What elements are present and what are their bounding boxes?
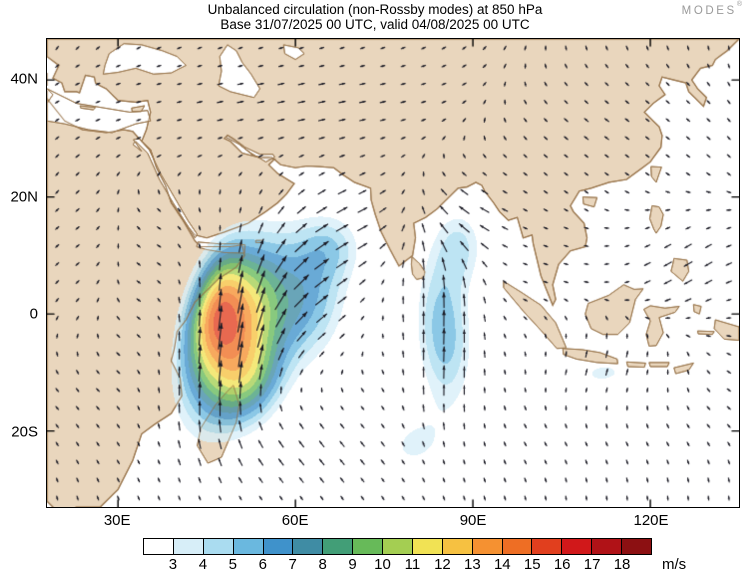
colorbar-cell (472, 539, 503, 554)
colorbar-cell (562, 539, 593, 554)
x-tick-label: 30E (103, 512, 131, 529)
colorbar-cell (323, 539, 354, 554)
colorbar-tick-label: 9 (348, 556, 357, 573)
y-tick-label: 20S (11, 423, 38, 441)
x-axis-labels: 30E 60E 90E 120E (46, 508, 740, 534)
colorbar-cell (144, 539, 174, 554)
colorbar-cell (173, 539, 204, 554)
colorbar-tick-label: 14 (493, 556, 511, 573)
x-tick-label: 120E (633, 512, 669, 529)
y-tick-label: 20N (10, 188, 38, 206)
modes-logo-text: MODES (681, 4, 737, 17)
y-tick-label: 40N (10, 70, 38, 88)
colorbar-tick-label: 16 (553, 556, 571, 573)
plot-frame (46, 38, 740, 508)
colorbar (143, 538, 652, 555)
colorbar-tick-label: 13 (464, 556, 481, 573)
colorbar-cell (502, 539, 533, 554)
page-title: Unbalanced circulation (non-Rossby modes… (207, 2, 543, 17)
chart-title-block: Unbalanced circulation (non-Rossby modes… (0, 2, 750, 32)
colorbar-cell (263, 539, 294, 554)
modes-logo: MODES® (681, 0, 742, 17)
colorbar-cell (592, 539, 622, 554)
colorbar-cell (442, 539, 473, 554)
x-tick-label: 90E (459, 512, 487, 529)
colorbar-tick-label: 12 (434, 556, 451, 573)
chart-subtitle: Base 31/07/2025 00 UTC, valid 04/08/2025… (220, 17, 530, 32)
colorbar-tick-label: 4 (198, 556, 208, 573)
map-plot (46, 38, 740, 508)
colorbar-tick-label: 6 (258, 556, 267, 573)
colorbar-tick-label: 11 (404, 556, 421, 573)
y-tick-label: 0 (29, 305, 38, 323)
colorbar-tick-labels: 3 4 5 6 7 8 9 10 11 12 13 14 15 16 17 18 (143, 556, 652, 576)
colorbar-cell (532, 539, 563, 554)
colorbar-tick-label: 7 (288, 556, 297, 573)
colorbar-cell (233, 539, 264, 554)
colorbar-tick-label: 10 (374, 556, 391, 573)
x-tick-label: 60E (281, 512, 309, 529)
colorbar-cell (353, 539, 383, 554)
registered-mark-icon: ® (736, 0, 742, 8)
colorbar-cell (293, 539, 324, 554)
colorbar-tick-label: 18 (613, 556, 631, 573)
colorbar-cell (383, 539, 413, 554)
colorbar-cell (203, 539, 234, 554)
colorbar-tick-label: 8 (318, 556, 327, 573)
colorbar-tick-label: 15 (523, 556, 541, 573)
colorbar-units-label: m/s (662, 556, 687, 573)
colorbar-tick-label: 17 (583, 556, 601, 573)
colorbar-cell (622, 539, 651, 554)
colorbar-cell (412, 539, 443, 554)
colorbar-tick-label: 3 (168, 556, 178, 573)
y-axis-labels: 40N 20N 0 20S (0, 38, 42, 508)
colorbar-tick-label: 5 (228, 556, 237, 573)
wind-field-map (47, 39, 739, 507)
